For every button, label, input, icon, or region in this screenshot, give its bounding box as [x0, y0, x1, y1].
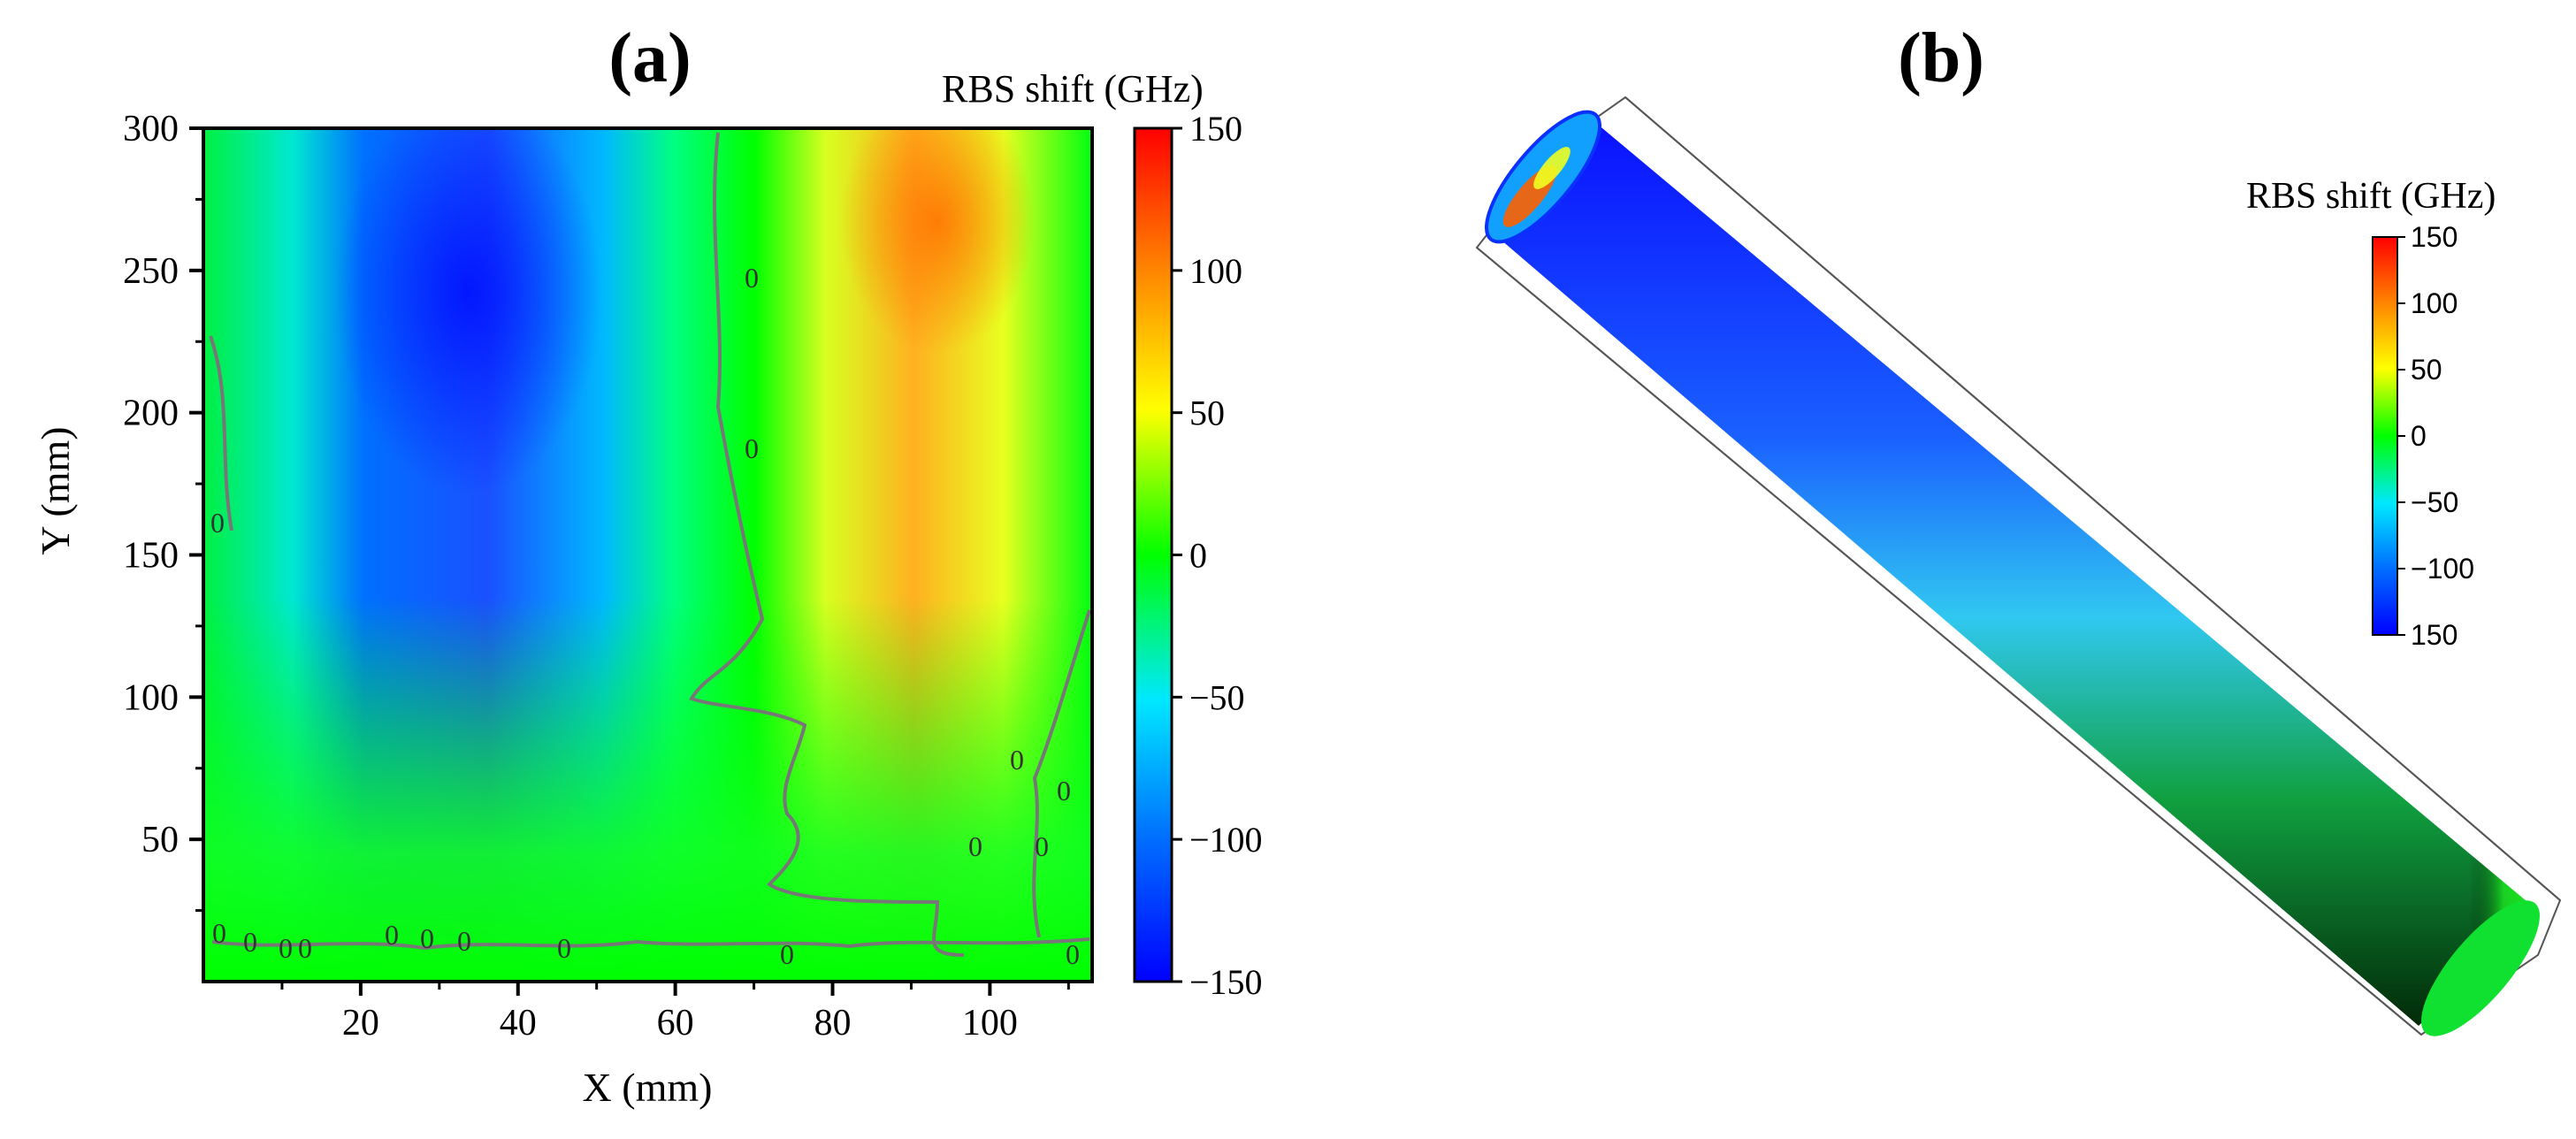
- x-tick-label: 100: [962, 1003, 1018, 1043]
- contour-label: 0: [457, 925, 471, 957]
- cylinder-end-warm: [1533, 147, 1571, 189]
- contour-labels: 0 0 0 0 0 0 0 0 0 0 0 0 0 0 0 0 0: [210, 262, 1080, 970]
- panel-b: (b) RBS shift (GHz) 150 100 50 0 −50 −100 150: [1475, 19, 2562, 1036]
- colorbar-a-gradient: [1133, 126, 1173, 983]
- contour-label: 0: [243, 926, 257, 958]
- zero-contour-center: [689, 132, 965, 957]
- panel-a: (a) 0 0 0 0 0 0 0 0: [33, 19, 1263, 1110]
- cylinder-tail: [2193, 725, 2538, 1026]
- cylinder-end-far: [2421, 900, 2540, 1036]
- colorbar-a-tick-label: −50: [1189, 677, 1245, 717]
- zero-contours: [209, 132, 1091, 957]
- x-axis-label: X (mm): [583, 1065, 713, 1110]
- heatmap-bottom-band: [203, 128, 1092, 982]
- zero-contour-bottom: [211, 937, 1090, 951]
- x-axis: 20 40 60 80 100: [280, 982, 1070, 1043]
- colorbar-b-tick-label: 100: [2411, 287, 2458, 319]
- contour-label: 0: [385, 919, 399, 951]
- colorbar-b: RBS shift (GHz) 150 100 50 0 −50 −100 150: [2246, 176, 2496, 651]
- y-tick-label: 250: [123, 251, 179, 292]
- colorbar-a-ticks: 150 100 50 0 −50 −100 −150: [1172, 109, 1263, 1002]
- colorbar-a: RBS shift (GHz) 150 100 50 0 −50 −100 −150: [942, 67, 1263, 1002]
- colorbar-b-tick-label: 150: [2411, 221, 2458, 253]
- colorbar-b-title: RBS shift (GHz): [2246, 176, 2496, 217]
- contour-label: 0: [420, 922, 434, 954]
- contour-label: 0: [1035, 830, 1049, 862]
- colorbar-a-tick-label: 100: [1189, 251, 1242, 291]
- colorbar-b-gradient: [2372, 236, 2398, 636]
- colorbar-a-tick-label: 0: [1189, 536, 1207, 576]
- contour-label: 0: [1057, 775, 1071, 806]
- y-tick-label: 50: [141, 820, 179, 860]
- contour-label: 0: [298, 932, 312, 964]
- contour-label: 0: [212, 917, 226, 949]
- contour-label: 0: [1010, 744, 1024, 776]
- colorbar-a-title: RBS shift (GHz): [942, 67, 1204, 111]
- colorbar-b-tick-label: 50: [2411, 354, 2442, 386]
- colorbar-b-tick-label: −50: [2411, 486, 2458, 518]
- x-tick-label: 80: [814, 1003, 852, 1043]
- colorbar-b-ticks: 150 100 50 0 −50 −100 150: [2397, 221, 2474, 651]
- x-tick-label: 20: [342, 1003, 379, 1043]
- zero-contour-right: [1032, 609, 1091, 938]
- colorbar-b-tick-label: 0: [2411, 420, 2427, 452]
- contour-label: 0: [745, 262, 759, 294]
- y-tick-label: 150: [123, 536, 179, 577]
- cylinder: [1484, 110, 2540, 1036]
- colorbar-a-tick-label: 150: [1189, 109, 1242, 149]
- contour-label: 0: [780, 938, 794, 970]
- x-tick-label: 60: [657, 1003, 694, 1043]
- x-tick-label: 40: [500, 1003, 537, 1043]
- colorbar-a-tick-label: −150: [1189, 962, 1263, 1002]
- contour-label: 0: [1066, 938, 1080, 970]
- contour-label: 0: [557, 932, 571, 964]
- colorbar-b-tick-label: 150: [2411, 619, 2458, 651]
- y-axis-label: Y (mm): [33, 426, 78, 554]
- colorbar-a-tick-label: −100: [1189, 820, 1263, 860]
- contour-label: 0: [968, 830, 982, 862]
- colorbar-b-tick-label: −100: [2411, 553, 2474, 585]
- contour-label: 0: [745, 432, 759, 464]
- panel-a-label: (a): [608, 19, 691, 97]
- heatmap-area: 0 0 0 0 0 0 0 0 0 0 0 0 0 0 0 0 0: [203, 128, 1092, 982]
- contour-label: 0: [210, 507, 225, 539]
- contour-label: 0: [279, 932, 293, 964]
- zero-contour-left: [209, 335, 233, 531]
- colorbar-a-tick-label: 50: [1189, 394, 1225, 433]
- panel-b-label: (b): [1898, 19, 1984, 97]
- y-tick-label: 100: [123, 677, 179, 718]
- y-axis: 50 100 150 200 250 300: [123, 109, 203, 913]
- y-tick-label: 300: [123, 109, 179, 149]
- y-tick-label: 200: [123, 394, 179, 434]
